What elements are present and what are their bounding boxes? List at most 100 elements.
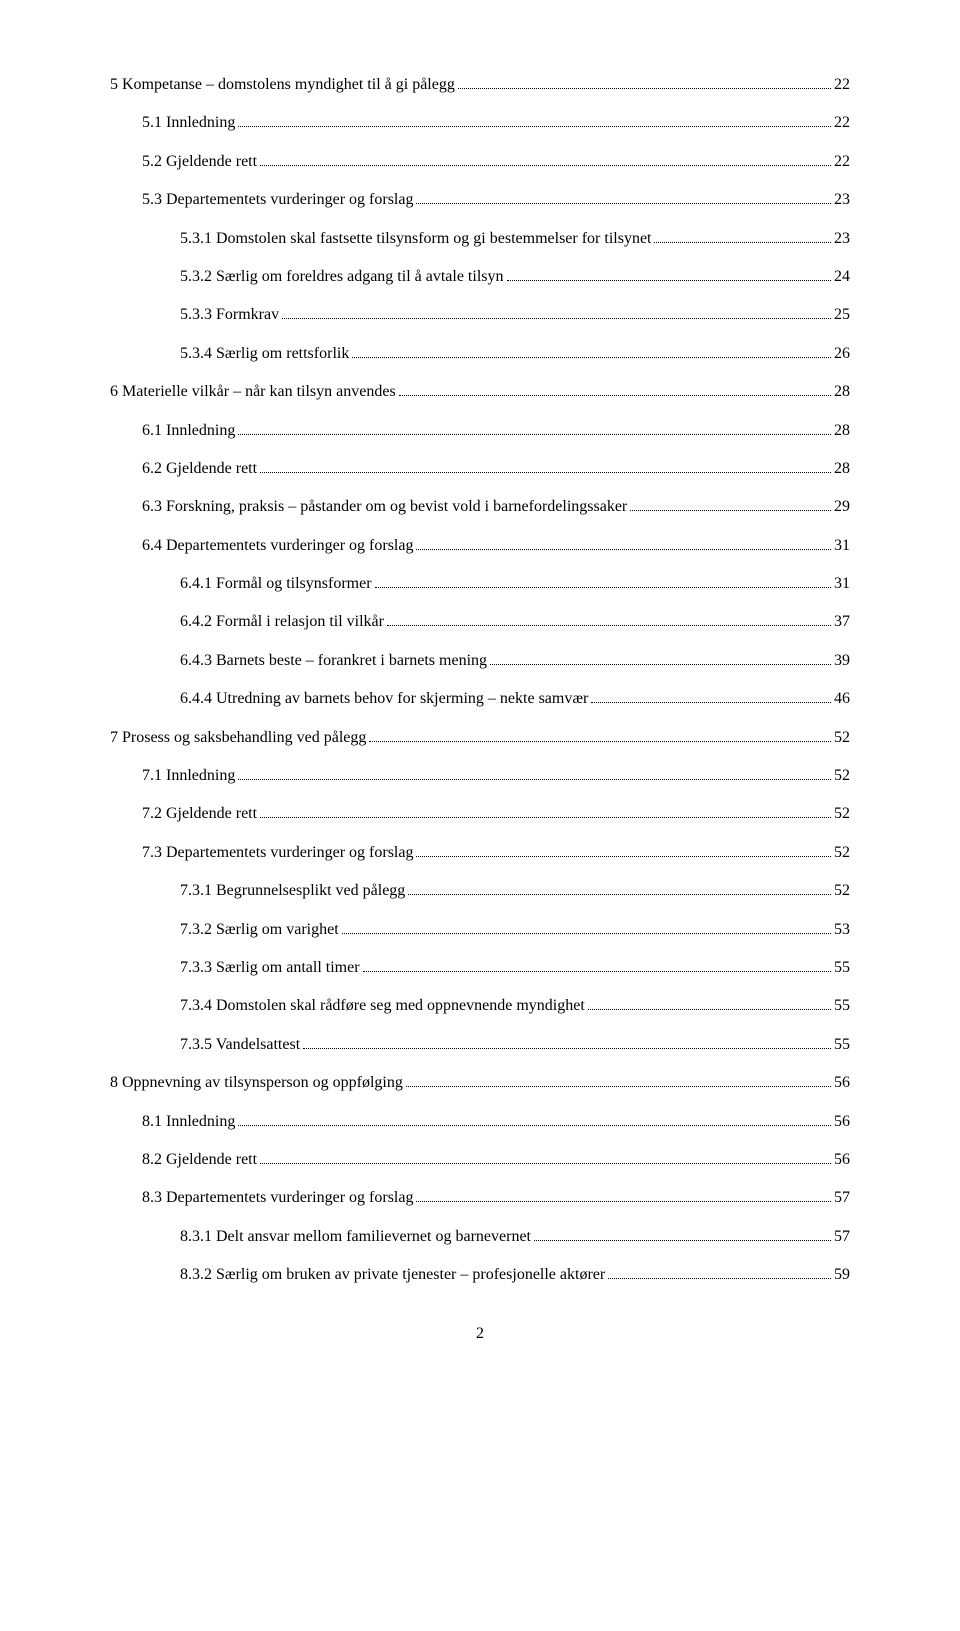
toc-entry: 5.3.4 Særlig om rettsforlik 26 xyxy=(110,339,850,369)
toc-page: 28 xyxy=(834,416,850,446)
toc-entry: 5.3.2 Særlig om foreldres adgang til å a… xyxy=(110,262,850,292)
toc-label: 6.4.1 Formål og tilsynsformer xyxy=(180,569,372,599)
toc-label: 8.2 Gjeldende rett xyxy=(142,1145,257,1175)
toc-leader-dots xyxy=(342,933,831,934)
toc-page: 52 xyxy=(834,761,850,791)
toc-leader-dots xyxy=(408,894,831,895)
toc-leader-dots xyxy=(363,971,831,972)
toc-entry: 7.3 Departementets vurderinger og forsla… xyxy=(110,838,850,868)
toc-entry: 7.1 Innledning52 xyxy=(110,761,850,791)
toc-label: 7.3.4 Domstolen skal rådføre seg med opp… xyxy=(180,991,585,1021)
toc-leader-dots xyxy=(260,472,831,473)
toc-page: 23 xyxy=(834,224,850,254)
toc-leader-dots xyxy=(588,1009,831,1010)
toc-entry: 8.2 Gjeldende rett 56 xyxy=(110,1145,850,1175)
toc-entry: 6 Materielle vilkår – når kan tilsyn anv… xyxy=(110,377,850,407)
toc-page: 55 xyxy=(834,1030,850,1060)
toc-entry: 5.2 Gjeldende rett 22 xyxy=(110,147,850,177)
toc-label: 6.4.2 Formål i relasjon til vilkår xyxy=(180,607,384,637)
toc-leader-dots xyxy=(352,357,831,358)
toc-label: 5.3 Departementets vurderinger og forsla… xyxy=(142,185,413,215)
toc-label: 5.3.3 Formkrav xyxy=(180,300,279,330)
toc-page: 52 xyxy=(834,876,850,906)
toc-label: 6.1 Innledning xyxy=(142,416,235,446)
toc-page: 53 xyxy=(834,915,850,945)
toc-label: 5.3.4 Særlig om rettsforlik xyxy=(180,339,349,369)
toc-entry: 8 Oppnevning av tilsynsperson og oppfølg… xyxy=(110,1068,850,1098)
toc-leader-dots xyxy=(654,242,831,243)
toc-label: 7 Prosess og saksbehandling ved pålegg xyxy=(110,723,366,753)
toc-entry: 7.3.3 Særlig om antall timer55 xyxy=(110,953,850,983)
toc-leader-dots xyxy=(416,1201,831,1202)
toc-entry: 6.4.4 Utredning av barnets behov for skj… xyxy=(110,684,850,714)
toc-leader-dots xyxy=(399,395,831,396)
toc-entry: 7.3.2 Særlig om varighet53 xyxy=(110,915,850,945)
toc-label: 8.3.1 Delt ansvar mellom familievernet o… xyxy=(180,1222,531,1252)
toc-label: 6 Materielle vilkår – når kan tilsyn anv… xyxy=(110,377,396,407)
toc-leader-dots xyxy=(507,280,832,281)
toc-label: 8.3.2 Særlig om bruken av private tjenes… xyxy=(180,1260,605,1290)
toc-entry: 5.3.3 Formkrav 25 xyxy=(110,300,850,330)
toc-leader-dots xyxy=(406,1086,831,1087)
toc-label: 7.2 Gjeldende rett xyxy=(142,799,257,829)
toc-entry: 6.4 Departementets vurderinger og forsla… xyxy=(110,531,850,561)
toc-label: 6.2 Gjeldende rett xyxy=(142,454,257,484)
toc-page: 25 xyxy=(834,300,850,330)
toc-label: 6.4.4 Utredning av barnets behov for skj… xyxy=(180,684,588,714)
toc-page: 55 xyxy=(834,953,850,983)
toc-entry: 6.4.2 Formål i relasjon til vilkår37 xyxy=(110,607,850,637)
toc-page: 57 xyxy=(834,1222,850,1252)
toc-leader-dots xyxy=(238,779,831,780)
toc-label: 5.1 Innledning xyxy=(142,108,235,138)
toc-label: 7.3.5 Vandelsattest xyxy=(180,1030,300,1060)
toc-page: 26 xyxy=(834,339,850,369)
toc-leader-dots xyxy=(238,126,831,127)
toc-page: 52 xyxy=(834,838,850,868)
toc-leader-dots xyxy=(260,165,831,166)
toc-entry: 5.1 Innledning 22 xyxy=(110,108,850,138)
toc-entry: 7 Prosess og saksbehandling ved pålegg 52 xyxy=(110,723,850,753)
toc-leader-dots xyxy=(238,1125,831,1126)
toc-page: 31 xyxy=(834,531,850,561)
toc-leader-dots xyxy=(416,856,831,857)
toc-entry: 7.3.4 Domstolen skal rådføre seg med opp… xyxy=(110,991,850,1021)
toc-page: 52 xyxy=(834,723,850,753)
toc-leader-dots xyxy=(375,587,831,588)
toc-label: 5 Kompetanse – domstolens myndighet til … xyxy=(110,70,455,100)
toc-leader-dots xyxy=(260,817,831,818)
toc-entry: 5 Kompetanse – domstolens myndighet til … xyxy=(110,70,850,100)
toc-page: 24 xyxy=(834,262,850,292)
toc-page: 59 xyxy=(834,1260,850,1290)
toc-page: 22 xyxy=(834,147,850,177)
toc-page: 29 xyxy=(834,492,850,522)
toc-label: 7.3.1 Begrunnelsesplikt ved pålegg xyxy=(180,876,405,906)
toc-page: 39 xyxy=(834,646,850,676)
toc-page: 31 xyxy=(834,569,850,599)
toc-label: 5.3.2 Særlig om foreldres adgang til å a… xyxy=(180,262,504,292)
toc-page: 56 xyxy=(834,1068,850,1098)
toc-leader-dots xyxy=(630,510,831,511)
toc-page: 57 xyxy=(834,1183,850,1213)
toc-page: 28 xyxy=(834,454,850,484)
page-number: 2 xyxy=(110,1319,850,1349)
toc-label: 8 Oppnevning av tilsynsperson og oppfølg… xyxy=(110,1068,403,1098)
toc-leader-dots xyxy=(260,1163,831,1164)
toc-page: 23 xyxy=(834,185,850,215)
toc-page: 56 xyxy=(834,1145,850,1175)
toc-entry: 8.3.2 Særlig om bruken av private tjenes… xyxy=(110,1260,850,1290)
toc-label: 5.2 Gjeldende rett xyxy=(142,147,257,177)
toc-leader-dots xyxy=(238,434,831,435)
toc-label: 8.3 Departementets vurderinger og forsla… xyxy=(142,1183,413,1213)
toc-entry: 6.1 Innledning 28 xyxy=(110,416,850,446)
toc-entry: 7.3.1 Begrunnelsesplikt ved pålegg 52 xyxy=(110,876,850,906)
toc-entry: 7.3.5 Vandelsattest 55 xyxy=(110,1030,850,1060)
toc-leader-dots xyxy=(608,1278,831,1279)
toc-entry: 5.3 Departementets vurderinger og forsla… xyxy=(110,185,850,215)
toc-entry: 6.4.1 Formål og tilsynsformer 31 xyxy=(110,569,850,599)
toc-entry: 6.4.3 Barnets beste – forankret i barnet… xyxy=(110,646,850,676)
toc-label: 5.3.1 Domstolen skal fastsette tilsynsfo… xyxy=(180,224,651,254)
toc-page: 22 xyxy=(834,108,850,138)
toc-entry: 8.3.1 Delt ansvar mellom familievernet o… xyxy=(110,1222,850,1252)
toc-leader-dots xyxy=(591,702,831,703)
toc-page: 22 xyxy=(834,70,850,100)
